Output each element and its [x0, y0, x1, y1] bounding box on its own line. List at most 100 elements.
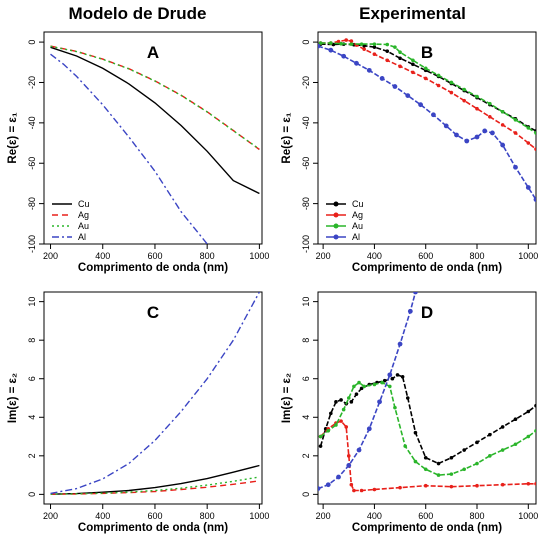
x-tick-label: 600 — [418, 511, 433, 521]
data-point-Ag — [500, 123, 505, 127]
x-tick-label: 600 — [147, 511, 162, 521]
data-point-Cu — [395, 373, 400, 377]
series-line-Al — [318, 45, 536, 201]
data-point-Cu — [534, 403, 536, 408]
data-point-Ag — [398, 64, 402, 69]
x-tick-label: 400 — [367, 511, 382, 521]
data-point-Au — [449, 472, 454, 476]
data-point-Ag — [398, 485, 402, 490]
y-tick-label: -80 — [301, 197, 311, 210]
data-point-Cu — [359, 386, 364, 391]
x-tick-label: 400 — [367, 251, 382, 261]
data-point-Al — [513, 164, 518, 170]
data-point-Ag — [526, 141, 531, 145]
legend-label: Au — [352, 221, 363, 231]
data-point-Al — [464, 138, 470, 144]
data-point-Au — [513, 118, 518, 122]
data-point-Cu — [400, 375, 405, 379]
data-point-Au — [318, 41, 323, 45]
x-tick-label: 200 — [316, 251, 331, 261]
x-tick-label: 600 — [147, 251, 162, 261]
y-tick-label: -60 — [27, 157, 37, 170]
series-line-Cu — [50, 46, 260, 195]
panel-label: D — [421, 303, 433, 322]
y-tick-label: -40 — [27, 116, 37, 129]
data-point-Ag — [526, 481, 531, 486]
data-point-Al — [377, 399, 382, 405]
data-point-Al — [490, 130, 495, 136]
data-point-Ag — [423, 483, 428, 488]
data-point-Ag — [346, 454, 351, 458]
y-axis-label: Re(ε) = ε₁ — [281, 112, 293, 163]
data-point-Cu — [500, 425, 505, 429]
data-point-Cu — [488, 432, 492, 437]
data-point-Au — [359, 42, 364, 46]
y-tick-label: -80 — [27, 197, 37, 210]
data-point-Au — [346, 396, 351, 400]
data-point-Au — [449, 80, 454, 85]
data-point-Ag — [475, 483, 479, 488]
series-line-Ag — [320, 420, 536, 492]
data-point-Au — [488, 454, 492, 458]
data-point-Au — [534, 428, 536, 433]
data-point-Cu — [318, 444, 323, 448]
data-point-Au — [329, 41, 333, 45]
data-point-Al — [392, 84, 398, 89]
legend-label: Ag — [352, 210, 363, 220]
x-tick-label: 200 — [43, 251, 58, 261]
y-tick-label: 2 — [27, 453, 37, 458]
data-point-Au — [413, 459, 418, 464]
data-point-Al — [341, 53, 347, 59]
data-point-Au — [462, 467, 466, 472]
y-tick-label: 6 — [301, 376, 311, 381]
data-point-Au — [357, 380, 361, 385]
x-tick-label: 1000 — [249, 251, 269, 261]
y-tick-label: 4 — [27, 415, 37, 420]
data-point-Ag — [372, 52, 377, 57]
data-point-Cu — [436, 461, 441, 466]
x-tick-label: 200 — [316, 511, 331, 521]
legend-label: Cu — [352, 199, 364, 209]
data-point-Au — [423, 66, 428, 71]
data-point-Cu — [423, 455, 428, 460]
y-axis-label: Im(ε) = ε₂ — [281, 373, 293, 423]
y-tick-label: 8 — [301, 338, 311, 343]
data-point-Ag — [475, 106, 479, 111]
legend-label: Al — [352, 232, 360, 242]
data-point-Au — [462, 87, 466, 92]
data-point-Al — [379, 76, 385, 81]
legend-label: Au — [78, 221, 89, 231]
series-line-Ag — [50, 480, 260, 495]
data-point-Cu — [354, 392, 359, 396]
data-point-Au — [403, 444, 408, 448]
data-point-Cu — [526, 409, 531, 414]
y-tick-label: 10 — [27, 297, 37, 307]
data-point-Au — [488, 101, 492, 106]
x-tick-label: 800 — [200, 251, 215, 261]
series-line-Al — [50, 53, 208, 244]
data-point-Cu — [449, 455, 454, 460]
data-point-Ag — [462, 98, 466, 103]
legend-label: Al — [78, 232, 86, 242]
data-point-Au — [526, 434, 531, 439]
data-point-Au — [500, 109, 505, 114]
plot-frame — [317, 291, 537, 505]
series-line-Al — [50, 292, 261, 495]
x-tick-label: 1000 — [518, 251, 538, 261]
legend-marker — [333, 234, 339, 240]
data-point-Al — [500, 142, 506, 148]
data-point-Au — [500, 448, 505, 452]
data-point-Ag — [344, 38, 349, 42]
data-point-Cu — [329, 411, 333, 416]
data-point-Cu — [398, 56, 402, 61]
data-point-Au — [385, 42, 390, 47]
y-tick-label: -20 — [301, 76, 311, 89]
data-point-Ag — [534, 147, 536, 151]
data-point-Al — [356, 447, 362, 453]
data-point-Au — [393, 405, 397, 410]
data-point-Ag — [349, 39, 354, 43]
data-point-Cu — [413, 430, 418, 435]
data-point-Al — [346, 463, 352, 468]
data-point-Ag — [423, 76, 428, 81]
data-point-Au — [398, 50, 402, 54]
